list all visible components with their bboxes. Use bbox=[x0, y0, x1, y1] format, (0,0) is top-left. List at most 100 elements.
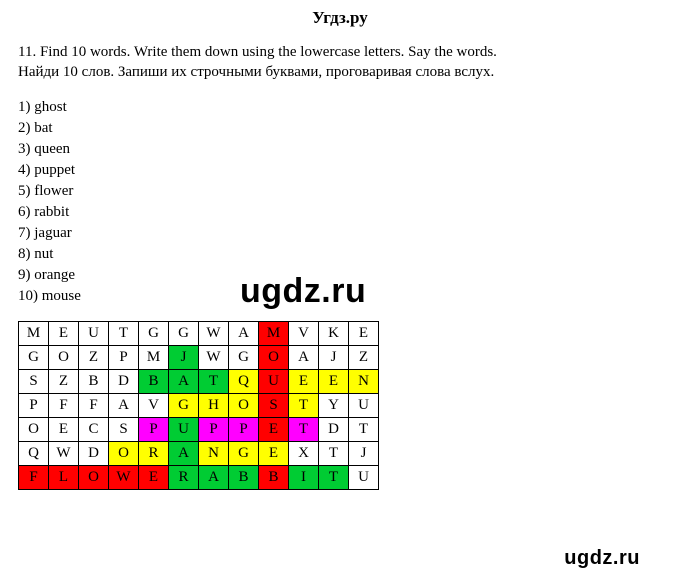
grid-letter: O bbox=[28, 421, 39, 437]
grid-cell: D bbox=[79, 441, 109, 465]
grid-letter: R bbox=[178, 469, 188, 485]
grid-letter: Q bbox=[238, 373, 249, 389]
grid-letter: A bbox=[208, 469, 219, 485]
grid-letter: N bbox=[208, 445, 219, 461]
grid-cell: Z bbox=[49, 369, 79, 393]
grid-letter: J bbox=[361, 445, 367, 461]
header-brand: Угдз.ру bbox=[0, 0, 680, 42]
grid-letter: F bbox=[89, 397, 97, 413]
grid-row: SZBDBATQUEEN bbox=[19, 369, 379, 393]
grid-letter: K bbox=[328, 325, 339, 341]
instruction-line-2: Найди 10 слов. Запиши их строчными буква… bbox=[18, 62, 662, 82]
grid-cell: V bbox=[289, 321, 319, 345]
grid-letter: G bbox=[238, 349, 249, 365]
grid-cell: P bbox=[109, 345, 139, 369]
grid-letter: W bbox=[206, 349, 220, 365]
grid-cell: J bbox=[319, 345, 349, 369]
answer-item: 1) ghost bbox=[18, 97, 662, 118]
grid-cell: Y bbox=[319, 393, 349, 417]
grid-letter: T bbox=[299, 421, 308, 437]
grid-cell: U bbox=[349, 465, 379, 489]
grid-letter: B bbox=[238, 469, 248, 485]
grid-letter: M bbox=[147, 349, 160, 365]
grid-cell: T bbox=[289, 417, 319, 441]
grid-cell: W bbox=[199, 321, 229, 345]
grid-row: FLOWERABBITU bbox=[19, 465, 379, 489]
grid-cell: E bbox=[259, 441, 289, 465]
grid-letter: T bbox=[329, 445, 338, 461]
grid-letter: B bbox=[88, 373, 98, 389]
grid-cell: P bbox=[229, 417, 259, 441]
answer-item: 3) queen bbox=[18, 139, 662, 160]
grid-letter: Z bbox=[59, 373, 68, 389]
grid-letter: B bbox=[148, 373, 158, 389]
grid-cell: D bbox=[109, 369, 139, 393]
grid-letter: F bbox=[29, 469, 37, 485]
grid-cell: A bbox=[229, 321, 259, 345]
grid-letter: W bbox=[56, 445, 70, 461]
grid-letter: O bbox=[238, 397, 249, 413]
grid-cell: S bbox=[109, 417, 139, 441]
answer-item: 2) bat bbox=[18, 118, 662, 139]
grid-cell: O bbox=[229, 393, 259, 417]
answer-item: 5) flower bbox=[18, 181, 662, 202]
grid-letter: T bbox=[209, 373, 218, 389]
grid-cell: G bbox=[229, 441, 259, 465]
grid-row: GOZPMJWGOAJZ bbox=[19, 345, 379, 369]
grid-cell: T bbox=[289, 393, 319, 417]
grid-cell: T bbox=[349, 417, 379, 441]
grid-cell: T bbox=[109, 321, 139, 345]
grid-cell: K bbox=[319, 321, 349, 345]
grid-cell: G bbox=[19, 345, 49, 369]
grid-letter: U bbox=[358, 469, 369, 485]
grid-letter: M bbox=[27, 325, 40, 341]
grid-cell: L bbox=[49, 465, 79, 489]
grid-cell: X bbox=[289, 441, 319, 465]
grid-cell: G bbox=[139, 321, 169, 345]
grid-letter: A bbox=[178, 373, 189, 389]
grid-cell: F bbox=[79, 393, 109, 417]
grid-letter: S bbox=[29, 373, 37, 389]
grid-letter: D bbox=[118, 373, 129, 389]
grid-letter: E bbox=[329, 373, 338, 389]
grid-cell: B bbox=[229, 465, 259, 489]
grid-cell: G bbox=[169, 393, 199, 417]
grid-letter: D bbox=[88, 445, 99, 461]
grid-letter: P bbox=[239, 421, 247, 437]
grid-cell: E bbox=[349, 321, 379, 345]
grid-row: MEUTGGWAMVKE bbox=[19, 321, 379, 345]
grid-cell: O bbox=[109, 441, 139, 465]
grid-cell: M bbox=[19, 321, 49, 345]
grid-letter: R bbox=[148, 445, 158, 461]
grid-letter: S bbox=[119, 421, 127, 437]
grid-letter: O bbox=[118, 445, 129, 461]
grid-letter: N bbox=[358, 373, 369, 389]
answer-item: 6) rabbit bbox=[18, 202, 662, 223]
grid-cell: N bbox=[349, 369, 379, 393]
grid-cell: Z bbox=[349, 345, 379, 369]
watermark-bottom: ugdz.ru bbox=[564, 547, 640, 570]
grid-cell: J bbox=[169, 345, 199, 369]
grid-cell: F bbox=[49, 393, 79, 417]
grid-letter: E bbox=[149, 469, 158, 485]
grid-letter: U bbox=[268, 373, 279, 389]
grid-cell: U bbox=[259, 369, 289, 393]
grid-letter: A bbox=[178, 445, 189, 461]
grid-cell: R bbox=[139, 441, 169, 465]
grid-letter: U bbox=[88, 325, 99, 341]
grid-cell: U bbox=[79, 321, 109, 345]
grid-cell: E bbox=[319, 369, 349, 393]
grid-cell: Z bbox=[79, 345, 109, 369]
grid-letter: T bbox=[299, 397, 308, 413]
grid-cell: J bbox=[349, 441, 379, 465]
grid-cell: E bbox=[259, 417, 289, 441]
grid-letter: H bbox=[208, 397, 219, 413]
grid-cell: W bbox=[199, 345, 229, 369]
grid-letter: D bbox=[328, 421, 339, 437]
grid-cell: A bbox=[199, 465, 229, 489]
grid-cell: H bbox=[199, 393, 229, 417]
grid-letter: P bbox=[149, 421, 157, 437]
grid-letter: G bbox=[28, 349, 39, 365]
grid-letter: E bbox=[269, 445, 278, 461]
grid-cell: P bbox=[19, 393, 49, 417]
